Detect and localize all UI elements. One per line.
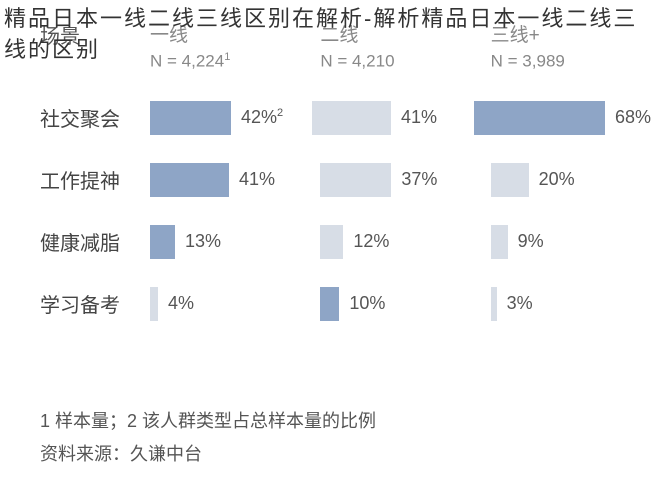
tier-header-2: 三线+ N = 3,989 xyxy=(481,20,651,72)
bar xyxy=(150,101,231,135)
row-label: 学习备考 xyxy=(0,289,140,318)
source-line: 资料来源：久谦中台 xyxy=(40,438,376,470)
row-label: 健康减脂 xyxy=(0,227,140,256)
bar xyxy=(320,163,391,197)
footnote-line: 1 样本量；2 该人群类型占总样本量的比例 xyxy=(40,405,376,437)
bar-cell: 9% xyxy=(481,225,651,259)
bar-cell: 68% xyxy=(464,101,651,135)
chart-row: 学习备考 4% 10% 3% xyxy=(0,282,651,326)
tier-comparison-chart: 场景 一线 N = 4,2241 二线 N = 4,210 三线+ N = 3,… xyxy=(0,20,651,344)
axis-label: 场景 xyxy=(0,20,140,49)
bar-cell: 3% xyxy=(481,287,651,321)
bar xyxy=(491,163,529,197)
chart-rows: 社交聚会 42%2 41% 68% 工作提神 41% 37% 20% 健康减脂 13% 12% 9% 学… xyxy=(0,96,651,326)
bar-value: 41% xyxy=(239,169,275,190)
bar xyxy=(312,101,391,135)
bar xyxy=(474,101,605,135)
tier-n: N = 3,989 xyxy=(491,51,651,72)
bar xyxy=(150,163,229,197)
chart-row: 社交聚会 42%2 41% 68% xyxy=(0,96,651,140)
tier-name: 三线+ xyxy=(491,20,651,47)
row-label: 社交聚会 xyxy=(0,103,140,132)
bar-value: 10% xyxy=(349,293,385,314)
tier-name: 一线 xyxy=(150,20,310,47)
bar-cell: 20% xyxy=(481,163,651,197)
bar xyxy=(320,225,343,259)
tier-header-1: 二线 N = 4,210 xyxy=(310,20,480,72)
bar-value: 20% xyxy=(539,169,575,190)
footnotes: 1 样本量；2 该人群类型占总样本量的比例 资料来源：久谦中台 xyxy=(40,405,376,470)
chart-header: 场景 一线 N = 4,2241 二线 N = 4,210 三线+ N = 3,… xyxy=(0,20,651,72)
bar xyxy=(150,287,158,321)
tier-name: 二线 xyxy=(320,20,480,47)
bar-value: 42%2 xyxy=(241,107,283,128)
bar xyxy=(320,287,339,321)
bar-value: 9% xyxy=(518,231,544,252)
tier-header-0: 一线 N = 4,2241 xyxy=(140,20,310,72)
bar-cell: 4% xyxy=(140,287,310,321)
bar xyxy=(150,225,175,259)
bar-value: 12% xyxy=(353,231,389,252)
bar-value: 3% xyxy=(507,293,533,314)
bar-cell: 10% xyxy=(310,287,480,321)
bar-value: 13% xyxy=(185,231,221,252)
bar xyxy=(491,225,508,259)
bar-value: 41% xyxy=(401,107,437,128)
tier-n: N = 4,2241 xyxy=(150,51,310,72)
bar-cell: 37% xyxy=(310,163,480,197)
tier-n: N = 4,210 xyxy=(320,51,480,72)
bar-value: 4% xyxy=(168,293,194,314)
row-label: 工作提神 xyxy=(0,165,140,194)
bar-cell: 42%2 xyxy=(140,101,302,135)
bar-value: 37% xyxy=(401,169,437,190)
bar-cell: 41% xyxy=(140,163,310,197)
chart-row: 健康减脂 13% 12% 9% xyxy=(0,220,651,264)
bar-value: 68% xyxy=(615,107,651,128)
bar-cell: 13% xyxy=(140,225,310,259)
bar xyxy=(491,287,497,321)
bar-cell: 41% xyxy=(302,101,464,135)
chart-row: 工作提神 41% 37% 20% xyxy=(0,158,651,202)
bar-cell: 12% xyxy=(310,225,480,259)
